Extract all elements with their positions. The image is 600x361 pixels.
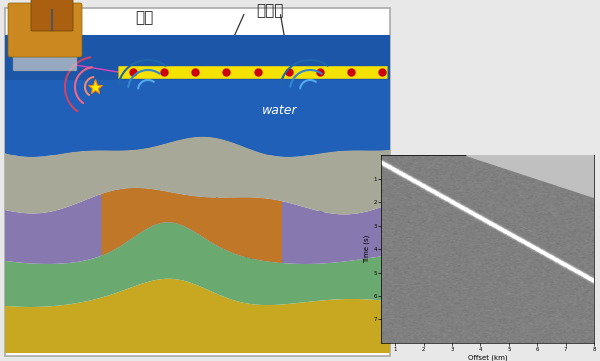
Polygon shape — [5, 188, 390, 264]
Text: 수진기: 수진기 — [256, 3, 284, 18]
Polygon shape — [5, 136, 390, 214]
Polygon shape — [466, 155, 594, 197]
FancyBboxPatch shape — [8, 3, 82, 57]
Bar — [5, 35, 390, 155]
Y-axis label: Time (s): Time (s) — [364, 235, 371, 263]
FancyBboxPatch shape — [13, 47, 77, 71]
Polygon shape — [101, 188, 282, 263]
Text: 음원: 음원 — [135, 10, 153, 25]
Polygon shape — [5, 279, 390, 353]
Polygon shape — [5, 35, 390, 157]
FancyBboxPatch shape — [5, 8, 390, 356]
X-axis label: Offset (km): Offset (km) — [467, 355, 508, 361]
Text: water: water — [262, 104, 298, 117]
Polygon shape — [5, 35, 390, 80]
Bar — [5, 35, 390, 100]
Polygon shape — [5, 222, 390, 307]
FancyBboxPatch shape — [31, 0, 73, 31]
